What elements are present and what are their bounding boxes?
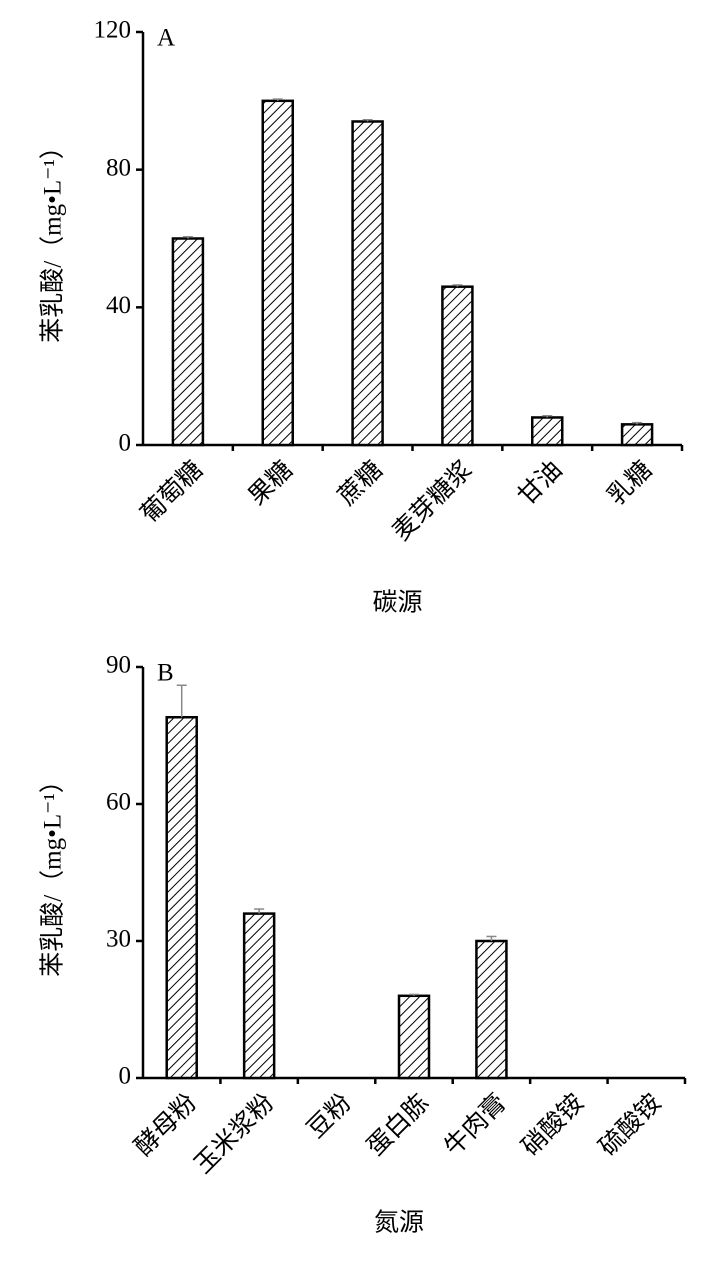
y-axis-title: 苯乳酸/（mg•L⁻¹） — [39, 134, 67, 343]
y-tick-label: 90 — [106, 652, 131, 679]
bar — [242, 912, 276, 1080]
x-axis-title: 碳源 — [372, 589, 422, 617]
x-axis-title: 氮源 — [374, 1209, 424, 1237]
x-tick-label: 果糖 — [243, 455, 298, 510]
x-tick-label: 麦芽糖浆 — [387, 455, 478, 546]
bar — [351, 120, 384, 447]
y-axis-title: 苯乳酸/（mg•L⁻¹） — [39, 768, 67, 977]
bar — [441, 285, 474, 447]
y-tick-label: 40 — [106, 292, 131, 319]
x-tick-label: 豆粉 — [302, 1088, 357, 1143]
x-tick-label: 甘油 — [512, 455, 567, 510]
x-tick-label: 乳糖 — [602, 455, 657, 510]
y-tick-label: 30 — [106, 926, 131, 953]
panel-label: A — [157, 25, 175, 52]
bar — [397, 994, 431, 1080]
y-tick-label: 120 — [94, 17, 132, 44]
y-tick-label: 80 — [106, 154, 131, 181]
bar — [620, 423, 654, 447]
x-tick-label: 硫酸铵 — [594, 1088, 667, 1161]
x-tick-label: 葡萄糖 — [135, 455, 208, 528]
bar — [531, 416, 564, 447]
x-tick-label: 玉米浆粉 — [189, 1088, 280, 1179]
x-tick-label: 酵母粉 — [129, 1088, 202, 1161]
bar — [261, 99, 294, 447]
panel-label: B — [157, 660, 174, 687]
bar — [171, 237, 205, 447]
x-tick-label: 蔗糖 — [333, 455, 388, 510]
bar — [475, 939, 508, 1080]
x-tick-label: 牛肉膏 — [439, 1088, 512, 1161]
y-tick-label: 0 — [119, 1063, 132, 1090]
x-tick-label: 硝酸铵 — [516, 1088, 589, 1161]
x-tick-label: 蛋白胨 — [361, 1088, 434, 1161]
y-tick-label: 0 — [119, 430, 132, 457]
bar — [165, 715, 198, 1080]
y-tick-label: 60 — [106, 789, 131, 816]
